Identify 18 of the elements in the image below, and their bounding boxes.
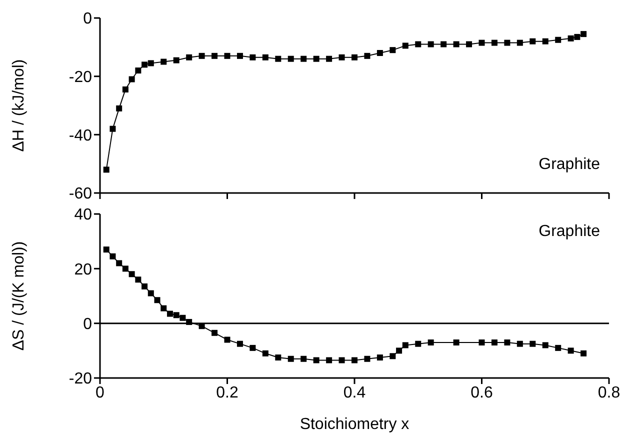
y-axis-title: ΔS / (J/(K mol))	[10, 241, 28, 351]
annotation: Graphite	[538, 223, 600, 241]
annotation: Graphite	[538, 156, 600, 174]
y-tick-label: 20	[74, 261, 92, 278]
y-tick-label: 0	[83, 10, 92, 28]
x-tick-label: 0.6	[470, 384, 493, 402]
y-axis-title: ΔH / (kJ/mol)	[10, 59, 28, 152]
y-tick-label: -40	[68, 127, 92, 144]
x-tick-label: 0.8	[598, 384, 620, 402]
x-tick-label: 0.2	[216, 384, 238, 402]
y-tick-label: 40	[74, 206, 92, 224]
y-tick-label: -20	[68, 370, 92, 388]
x-tick-label: 0	[96, 384, 105, 402]
y-tick-label: 0	[83, 316, 92, 334]
y-tick-label: -60	[68, 186, 92, 203]
x-tick-label: 0.4	[343, 384, 366, 402]
y-tick-label: -20	[68, 69, 92, 86]
x-axis-title: Stoichiometry x	[300, 416, 410, 433]
